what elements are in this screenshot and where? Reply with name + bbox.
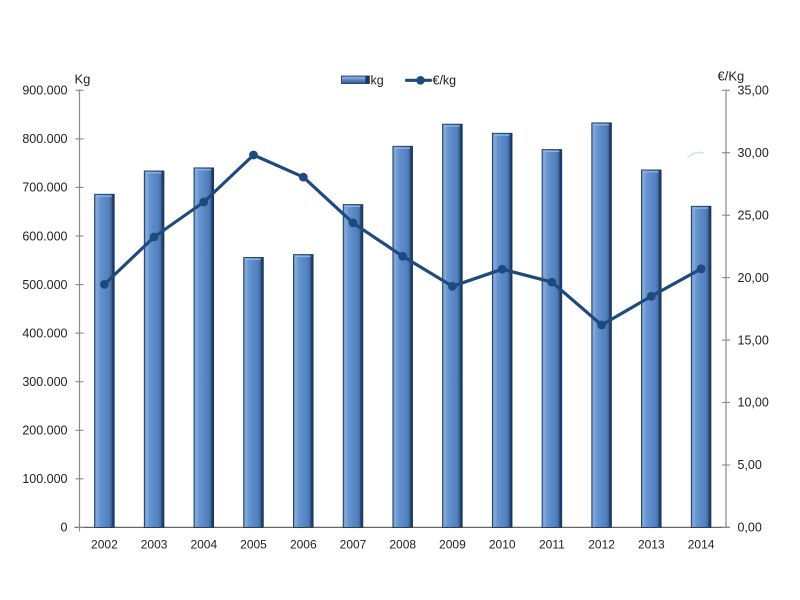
svg-text:25,00: 25,00: [738, 208, 769, 222]
svg-text:100.000: 100.000: [22, 472, 67, 486]
svg-text:€/kg: €/kg: [433, 74, 457, 88]
svg-text:2010: 2010: [489, 538, 516, 552]
svg-text:400.000: 400.000: [22, 326, 67, 340]
svg-text:0,00: 0,00: [738, 521, 762, 535]
svg-text:900.000: 900.000: [22, 84, 67, 98]
svg-text:2013: 2013: [638, 538, 665, 552]
svg-text:2003: 2003: [141, 538, 168, 552]
svg-text:2007: 2007: [340, 538, 367, 552]
svg-text:0: 0: [61, 521, 68, 535]
svg-text:2006: 2006: [290, 538, 317, 552]
svg-text:2011: 2011: [539, 538, 565, 552]
svg-text:kg: kg: [371, 74, 384, 88]
svg-text:Kg: Kg: [75, 72, 91, 87]
svg-text:€/Kg: €/Kg: [718, 69, 745, 84]
svg-text:2012: 2012: [588, 538, 615, 552]
svg-text:800.000: 800.000: [22, 132, 67, 146]
svg-text:600.000: 600.000: [22, 229, 67, 243]
svg-text:2008: 2008: [389, 538, 416, 552]
svg-text:200.000: 200.000: [22, 424, 67, 438]
svg-text:30,00: 30,00: [738, 146, 769, 160]
svg-text:2009: 2009: [439, 538, 466, 552]
svg-text:2002: 2002: [91, 538, 118, 552]
svg-text:35,00: 35,00: [738, 84, 769, 98]
svg-text:2014: 2014: [688, 538, 715, 552]
svg-text:15,00: 15,00: [738, 333, 769, 347]
svg-text:20,00: 20,00: [738, 271, 769, 285]
svg-text:2004: 2004: [190, 538, 217, 552]
svg-text:700.000: 700.000: [22, 181, 67, 195]
svg-text:2005: 2005: [240, 538, 267, 552]
svg-text:300.000: 300.000: [22, 375, 67, 389]
svg-text:5,00: 5,00: [738, 458, 762, 472]
svg-text:500.000: 500.000: [22, 278, 67, 292]
svg-text:10,00: 10,00: [738, 396, 769, 410]
